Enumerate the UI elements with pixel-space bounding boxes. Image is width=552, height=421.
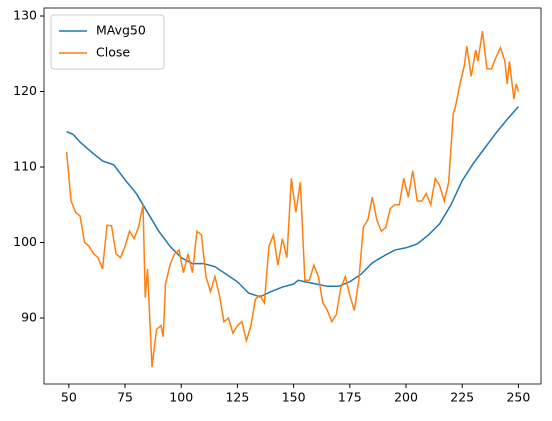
x-tick-label: 175 [338, 390, 362, 405]
axes-frame [43, 7, 542, 385]
x-tick-label: 100 [169, 390, 193, 405]
y-tick-label: 130 [13, 8, 37, 23]
line [65, 30, 520, 368]
x-tick-label: 50 [61, 390, 77, 405]
line [66, 106, 519, 298]
x-tick-label: 200 [394, 390, 418, 405]
legend-label: MAvg50 [96, 23, 146, 38]
x-tick-label: 225 [450, 390, 474, 405]
legend-box [50, 14, 165, 70]
x-tick-label: 250 [506, 390, 530, 405]
y-tick-label: 120 [13, 83, 37, 98]
legend-label: Close [96, 45, 130, 60]
y-tick-label: 90 [21, 310, 37, 325]
x-tick-label: 125 [225, 390, 249, 405]
y-tick-label: 100 [13, 234, 37, 249]
x-tick-label: 150 [282, 390, 306, 405]
y-tick-label: 110 [13, 159, 37, 174]
x-tick-label: 75 [117, 390, 133, 405]
